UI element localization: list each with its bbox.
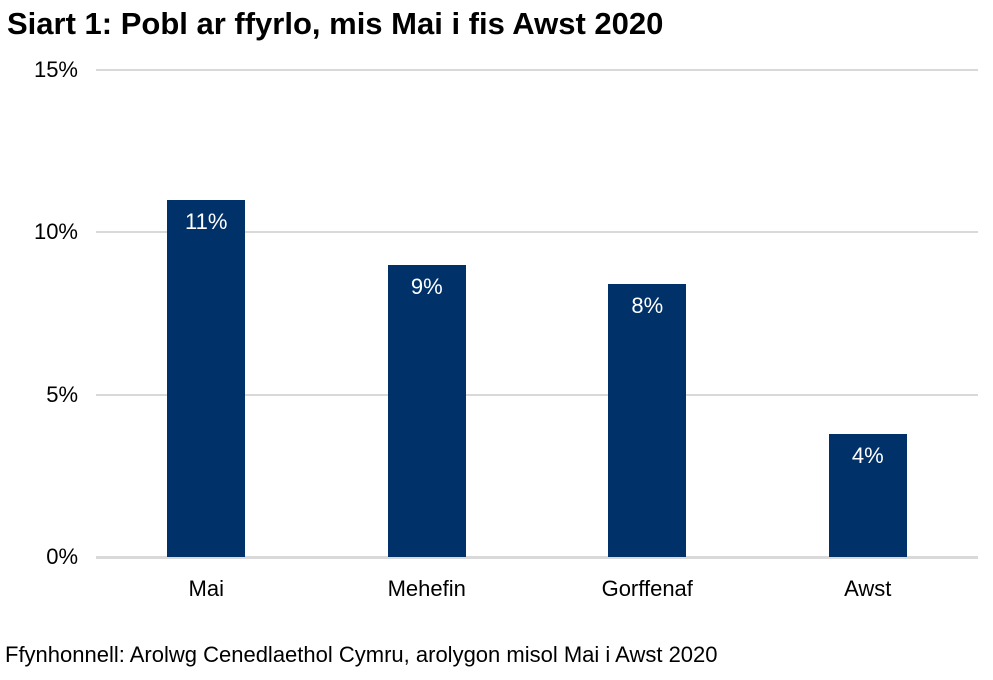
x-axis-category-label: Mehefin	[387, 576, 466, 601]
x-axis-line	[96, 555, 978, 559]
bar: 9%	[387, 264, 466, 557]
x-axis-category-label: Gorffenaf	[601, 576, 693, 601]
gridline	[96, 393, 978, 396]
bar: 4%	[828, 433, 907, 557]
x-axis-category-label: Mai	[188, 576, 224, 601]
y-axis-tick-label: 0%	[46, 544, 78, 569]
bar-value-label: 9%	[410, 273, 443, 299]
bar-value-label: 11%	[185, 208, 228, 234]
y-axis-tick-label: 15%	[33, 57, 78, 82]
source-note: Ffynhonnell: Arolwg Cenedlaethol Cymru, …	[5, 642, 718, 667]
bar: 11%	[167, 199, 246, 557]
x-axis-category-label: Awst	[844, 576, 892, 601]
y-axis-tick-label: 10%	[33, 219, 78, 245]
bar: 8%	[608, 284, 687, 557]
y-axis-tick-label: 5%	[46, 381, 78, 407]
gridline	[96, 231, 978, 234]
gridline	[96, 69, 978, 71]
bar-value-label: 8%	[631, 293, 664, 319]
chart-title: Siart 1: Pobl ar ffyrlo, mis Mai i fis A…	[7, 6, 664, 41]
bar-value-label: 4%	[851, 442, 884, 468]
